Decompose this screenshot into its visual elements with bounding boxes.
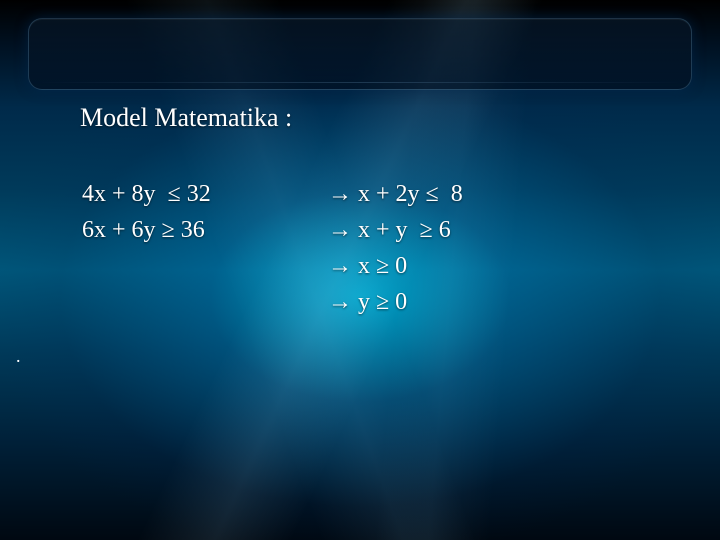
right-line: → x + 2y ≤ 8 xyxy=(328,176,463,212)
slide: Model Matematika : 4x + 8y ≤ 326x + 6y ≥… xyxy=(0,0,720,540)
left-line: 6x + 6y ≥ 36 xyxy=(82,212,211,248)
right-line: → y ≥ 0 xyxy=(328,284,463,320)
slide-title: Model Matematika : xyxy=(80,103,292,133)
right-column: → x + 2y ≤ 8→ x + y ≥ 6→ x ≥ 0→ y ≥ 0 xyxy=(328,176,463,320)
left-line: 4x + 8y ≤ 32 xyxy=(82,176,211,212)
stray-dot: . xyxy=(16,346,21,367)
right-line: → x ≥ 0 xyxy=(328,248,463,284)
left-column: 4x + 8y ≤ 326x + 6y ≥ 36 xyxy=(82,176,211,248)
right-line: → x + y ≥ 6 xyxy=(328,212,463,248)
